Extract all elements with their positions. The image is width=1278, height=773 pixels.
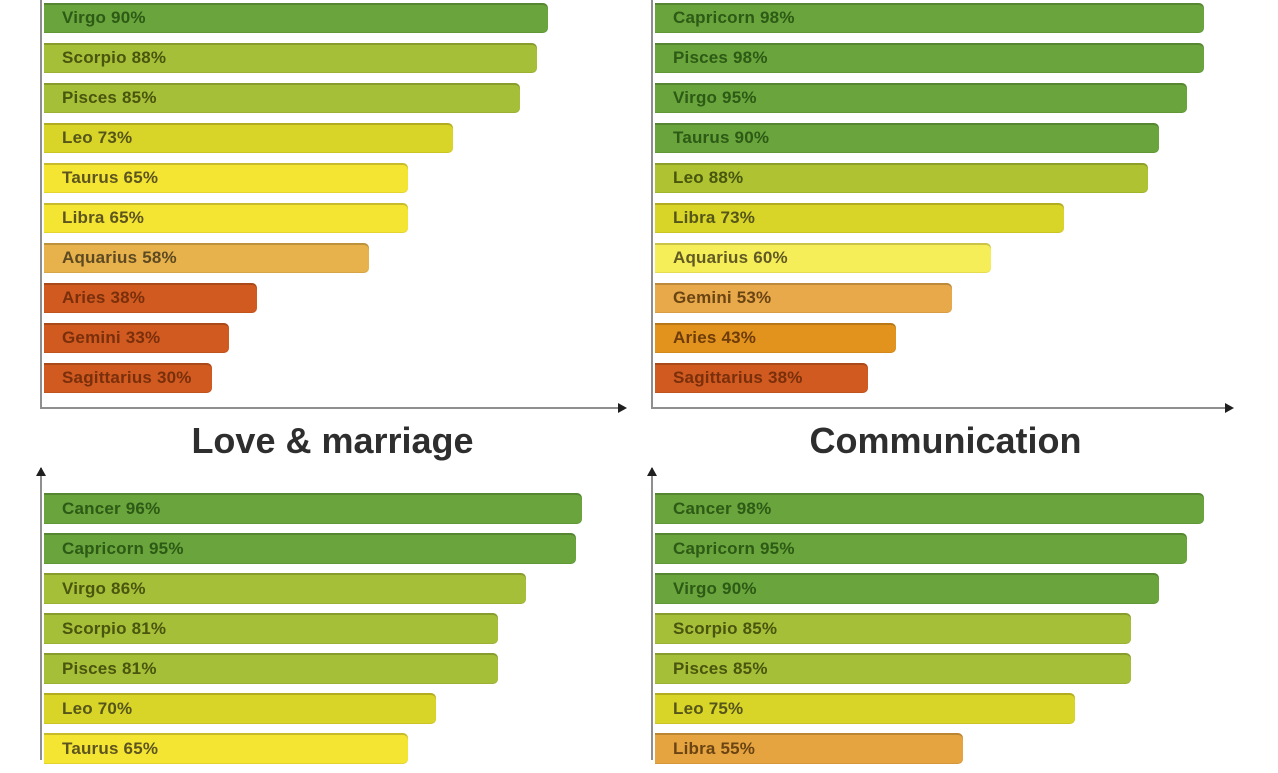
bar-label: Leo 88% [673,168,744,187]
bar-sagittarius: Sagittarius 30% [44,363,212,393]
bar-label: Sagittarius 38% [673,368,803,387]
y-axis [651,0,653,409]
bar-label: Virgo 86% [62,578,146,598]
bar-aquarius: Aquarius 60% [655,243,991,273]
bar-label: Scorpio 81% [62,618,167,638]
bar-scorpio: Scorpio 81% [44,613,498,644]
bar-leo: Leo 88% [655,163,1148,193]
bar-scorpio: Scorpio 85% [655,613,1131,644]
chart-title-love-marriage: Love & marriage [191,420,474,461]
bar-pisces: Pisces 81% [44,653,498,684]
bar-libra: Libra 65% [44,203,408,233]
bar-label: Capricorn 95% [673,538,795,558]
x-axis [651,403,1234,413]
up-arrowhead-icon [36,467,46,476]
bar-taurus: Taurus 65% [44,733,408,764]
bar-leo: Leo 75% [655,693,1075,724]
bar-aries: Aries 43% [655,323,896,353]
chart-top-right: Capricorn 98% Pisces 98% Virgo 95% Taurus 9… [651,0,1240,413]
bar-sagittarius: Sagittarius 38% [655,363,868,393]
bar-scorpio: Scorpio 88% [44,43,537,73]
bar-label: Aries 43% [673,328,757,347]
bar-label: Scorpio 88% [62,48,167,67]
bar-capricorn: Capricorn 95% [44,533,576,564]
bar-libra: Libra 55% [655,733,963,764]
y-axis [40,0,42,409]
bar-label: Libra 65% [62,208,145,227]
bar-pisces: Pisces 98% [655,43,1204,73]
bar-label: Scorpio 85% [673,618,778,638]
bar-label: Taurus 90% [673,128,770,147]
bar-label: Virgo 95% [673,88,757,107]
bar-label: Aries 38% [62,288,146,307]
bar-label: Taurus 65% [62,738,159,758]
bar-label: Pisces 85% [673,658,768,678]
bar-pisces: Pisces 85% [44,83,520,113]
bar-label: Leo 73% [62,128,133,147]
bar-aquarius: Aquarius 58% [44,243,369,273]
bar-label: Libra 55% [673,738,756,758]
bar-gemini: Gemini 33% [44,323,229,353]
right-arrowhead-icon [1225,403,1234,413]
bar-capricorn: Capricorn 98% [655,3,1204,33]
bars-container: Cancer 98% Capricorn 95% Virgo 90% Scorpio … [655,493,1204,773]
bar-label: Capricorn 95% [62,538,184,558]
bar-label: Taurus 65% [62,168,159,187]
bar-cancer: Cancer 98% [655,493,1204,524]
bar-pisces: Pisces 85% [655,653,1131,684]
y-axis [647,467,657,760]
bar-virgo: Virgo 90% [655,573,1159,604]
bar-label: Aquarius 58% [62,248,177,267]
bar-label: Pisces 85% [62,88,157,107]
bar-label: Pisces 98% [673,48,768,67]
bar-label: Gemini 53% [673,288,772,307]
bars-container: Virgo 90% Scorpio 88% Pisces 85% Leo 73% Tau… [44,3,548,403]
chart-title-communication: Communication [809,420,1082,461]
bar-label: Cancer 98% [673,498,772,518]
bar-libra: Libra 73% [655,203,1064,233]
bar-taurus: Taurus 90% [655,123,1159,153]
right-arrowhead-icon [618,403,627,413]
chart-bottom-left: Cancer 96% Capricorn 95% Virgo 86% Scorpio … [36,465,625,764]
bar-virgo: Virgo 86% [44,573,526,604]
x-axis [40,403,627,413]
bar-virgo: Virgo 95% [655,83,1187,113]
bar-label: Libra 73% [673,208,756,227]
bar-taurus: Taurus 65% [44,163,408,193]
up-arrowhead-icon [647,467,657,476]
bar-label: Pisces 81% [62,658,157,678]
bar-label: Cancer 96% [62,498,161,518]
bars-container: Cancer 96% Capricorn 95% Virgo 86% Scorpio … [44,493,582,773]
bar-label: Virgo 90% [673,578,757,598]
bars-container: Capricorn 98% Pisces 98% Virgo 95% Taurus 9… [655,3,1204,403]
chart-bottom-right: Cancer 98% Capricorn 95% Virgo 90% Scorpio … [647,465,1240,764]
bar-gemini: Gemini 53% [655,283,952,313]
bar-label: Leo 75% [673,698,744,718]
chart-top-left: Virgo 90% Scorpio 88% Pisces 85% Leo 73% Tau… [40,0,627,413]
bar-cancer: Cancer 96% [44,493,582,524]
bar-virgo: Virgo 90% [44,3,548,33]
bar-label: Aquarius 60% [673,248,788,267]
bar-label: Gemini 33% [62,328,161,347]
bar-leo: Leo 70% [44,693,436,724]
bar-capricorn: Capricorn 95% [655,533,1187,564]
bar-leo: Leo 73% [44,123,453,153]
bar-label: Sagittarius 30% [62,368,192,387]
bar-label: Leo 70% [62,698,133,718]
bar-label: Virgo 90% [62,8,146,27]
bar-aries: Aries 38% [44,283,257,313]
bar-label: Capricorn 98% [673,8,795,27]
y-axis [36,467,46,760]
